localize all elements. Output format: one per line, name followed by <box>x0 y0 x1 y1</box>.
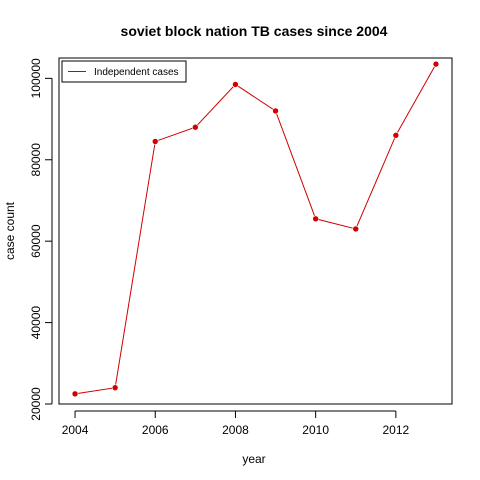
x-tick-label: 2012 <box>383 423 410 437</box>
data-point <box>312 215 319 223</box>
series-layer <box>71 60 440 398</box>
chart-title: soviet block nation TB cases since 2004 <box>121 23 388 39</box>
plot-frame <box>58 57 453 405</box>
data-point <box>352 225 360 233</box>
data-point <box>272 107 279 115</box>
y-tick-label: 100000 <box>29 58 43 98</box>
x-tick-label: 2004 <box>62 423 89 437</box>
y-axis-label: case count <box>3 201 17 260</box>
legend: Independent cases <box>61 60 187 83</box>
x-axis-label: year <box>242 452 265 466</box>
data-point <box>151 138 159 145</box>
data-point <box>432 60 440 68</box>
x-tick-label: 2008 <box>222 423 249 437</box>
legend-box <box>61 60 187 83</box>
data-point <box>192 123 199 131</box>
x-axis: 2004 2006 2008 2010 2012 <box>62 410 410 437</box>
data-point <box>71 390 79 398</box>
legend-label: Independent cases <box>94 67 179 78</box>
data-point <box>111 384 119 392</box>
x-tick-label: 2010 <box>302 423 329 437</box>
y-tick-label: 20000 <box>29 387 43 421</box>
y-axis: 20000 40000 60000 80000 100000 <box>29 58 53 421</box>
y-tick-label: 60000 <box>29 224 43 258</box>
series-line <box>74 63 437 395</box>
x-tick-label: 2006 <box>142 423 169 437</box>
data-point <box>392 132 400 139</box>
y-tick-label: 80000 <box>29 143 43 177</box>
y-tick-label: 40000 <box>29 306 43 340</box>
data-point <box>232 81 239 88</box>
